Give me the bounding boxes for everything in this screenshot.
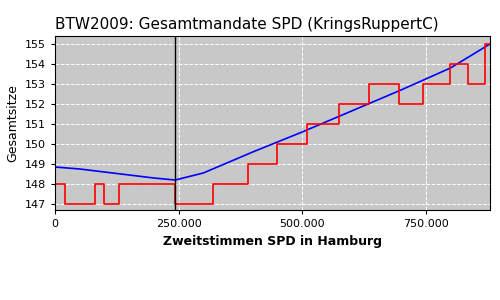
Sitze ideal (250, 150, 256, 154)
Sitze real (62, 202, 68, 206)
Sitze real (172, 182, 178, 186)
Sitze real (482, 82, 488, 86)
Sitze real (172, 202, 178, 206)
Sitze real (62, 182, 68, 186)
Sitze real (482, 42, 488, 46)
Sitze ideal (448, 66, 454, 70)
Sitze real (420, 102, 426, 106)
Sitze ideal (52, 165, 58, 169)
Sitze real (274, 162, 280, 166)
X-axis label: Zweitstimmen SPD in Hamburg: Zweitstimmen SPD in Hamburg (163, 235, 382, 248)
Sitze real (52, 182, 58, 186)
Sitze real (366, 102, 372, 106)
Sitze real (116, 202, 122, 206)
Line: Sitze real: Sitze real (55, 44, 490, 204)
Sitze real (304, 122, 310, 126)
Line: Sitze ideal: Sitze ideal (55, 44, 490, 180)
Sitze ideal (487, 42, 493, 46)
Sitze real (102, 202, 107, 206)
Sitze ideal (200, 171, 206, 175)
Sitze ideal (102, 170, 107, 174)
Sitze real (366, 82, 372, 86)
Sitze real (245, 182, 251, 186)
Text: BTW2009: Gesamtmandate SPD (KringsRuppertC): BTW2009: Gesamtmandate SPD (KringsRupper… (55, 17, 438, 32)
Sitze real (102, 182, 107, 186)
Sitze real (245, 162, 251, 166)
Sitze ideal (398, 88, 404, 92)
Sitze real (396, 82, 402, 86)
Sitze ideal (126, 173, 132, 177)
Sitze real (487, 42, 493, 46)
Sitze real (116, 182, 122, 186)
Sitze real (92, 182, 98, 186)
Sitze real (336, 122, 342, 126)
Sitze real (336, 102, 342, 106)
Sitze real (210, 202, 216, 206)
Sitze real (448, 62, 454, 66)
Sitze real (210, 182, 216, 186)
Sitze real (465, 82, 471, 86)
Sitze real (274, 142, 280, 146)
Sitze ideal (76, 167, 82, 171)
Sitze real (420, 82, 426, 86)
Sitze ideal (299, 130, 305, 134)
Sitze ideal (151, 176, 157, 180)
Y-axis label: Gesamtsitze: Gesamtsitze (6, 84, 19, 162)
Sitze real (92, 202, 98, 206)
Sitze ideal (172, 178, 178, 182)
Sitze real (304, 142, 310, 146)
Sitze real (396, 102, 402, 106)
Sitze real (448, 82, 454, 86)
Sitze ideal (348, 109, 354, 113)
Sitze real (465, 62, 471, 66)
